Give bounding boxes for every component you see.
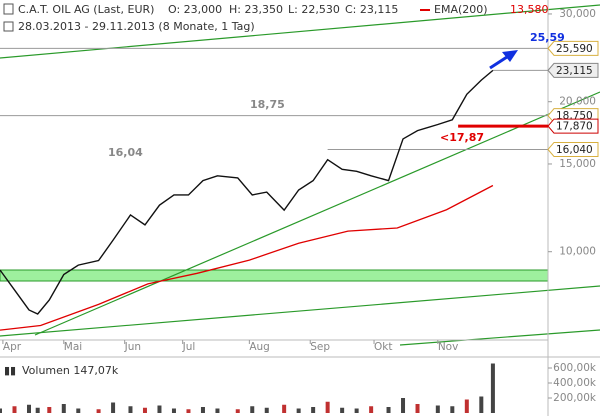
volume-bar	[250, 406, 255, 413]
volume-bar	[0, 408, 2, 413]
volume-bar	[35, 407, 40, 413]
level-annotation: 25,59	[530, 31, 565, 44]
level-label: 23,115	[556, 65, 593, 77]
x-tick-label: Mai	[64, 341, 82, 353]
level-annotation: 16,04	[108, 146, 143, 159]
volume-bar	[47, 407, 52, 413]
volume-bar	[264, 407, 269, 413]
x-tick-label: Okt	[374, 341, 392, 353]
y-tick-label: 30,000	[559, 8, 596, 20]
trend-line	[34, 91, 600, 336]
volume-bar	[76, 408, 81, 413]
volume-bar	[157, 405, 162, 413]
x-tick-label: Sep	[310, 341, 330, 353]
volume-bar	[61, 404, 66, 413]
volume-bar	[26, 404, 31, 413]
volume-bar	[171, 408, 176, 413]
ohlc-open: O: 23,000	[168, 3, 222, 16]
trend-line	[0, 285, 600, 337]
ohlc-close: C: 23,115	[345, 3, 398, 16]
volume-bar	[142, 407, 147, 413]
volume-bar	[235, 409, 240, 413]
x-tick-label: Jul	[182, 341, 196, 353]
volume-tick-label: 200,00k	[553, 392, 597, 404]
volume-bar	[435, 405, 440, 413]
y-tick-label: 20,000	[559, 96, 596, 108]
volume-bar	[96, 409, 101, 413]
volume-bar	[386, 407, 391, 413]
x-tick-label: Aug	[249, 341, 270, 353]
level-label-box	[547, 62, 599, 78]
volume-bar	[464, 399, 469, 413]
volume-bar	[340, 407, 345, 413]
trend-line	[399, 329, 600, 346]
y-tick-label: 15,000	[559, 158, 596, 170]
volume-tick-label: 600,00k	[553, 362, 597, 374]
volume-bar	[111, 402, 116, 413]
chart-icon	[3, 3, 14, 15]
range-icon	[3, 21, 14, 32]
volume-bar	[369, 406, 374, 413]
x-tick-label: Nov	[438, 341, 459, 353]
price-line	[0, 69, 494, 315]
x-tick-label: Apr	[3, 341, 22, 353]
level-label: 17,870	[556, 121, 593, 133]
volume-label: Volumen 147,07k	[22, 364, 119, 377]
chart-title: C.A.T. OIL AG (Last, EUR)	[18, 3, 154, 16]
volume-bar	[479, 396, 484, 413]
support-zone	[0, 269, 549, 282]
volume-bar	[415, 404, 420, 413]
volume-bar	[215, 408, 220, 413]
volume-bar	[354, 408, 359, 413]
level-label-box	[547, 141, 599, 157]
volume-bar	[296, 408, 301, 413]
level-label-box	[547, 40, 599, 56]
volume-bar	[282, 404, 287, 413]
volume-bar	[186, 409, 191, 413]
ohlc-high: H: 23,350	[229, 3, 283, 16]
volume-bar	[200, 407, 205, 413]
ema-line	[0, 184, 494, 331]
legend-value: 13,580	[510, 3, 549, 16]
ohlc-low: L: 22,530	[288, 3, 340, 16]
level-label-box	[547, 118, 599, 134]
volume-bar	[490, 363, 495, 413]
volume-bar	[325, 401, 330, 413]
level-label: 16,040	[556, 144, 593, 156]
x-tick-label: Jun	[124, 341, 141, 353]
level-label: 25,590	[556, 43, 593, 55]
volume-bar	[311, 407, 316, 413]
volume-bar	[401, 398, 406, 413]
volume-bar	[128, 406, 133, 413]
volume-bar	[450, 406, 455, 413]
level-annotation: 18,75	[250, 98, 285, 111]
trend-line	[0, 4, 600, 59]
volume-tick-label: 400,00k	[553, 377, 597, 389]
volume-icon: ▮▮	[4, 364, 16, 377]
legend-label: EMA(200)	[434, 3, 488, 16]
y-tick-label: 10,000	[559, 246, 596, 258]
chart-subtitle: 28.03.2013 - 29.11.2013 (8 Monate, 1 Tag…	[18, 20, 255, 33]
volume-bar	[12, 406, 17, 413]
target-arrowhead	[502, 50, 518, 62]
level-annotation: <17,87	[440, 131, 484, 144]
